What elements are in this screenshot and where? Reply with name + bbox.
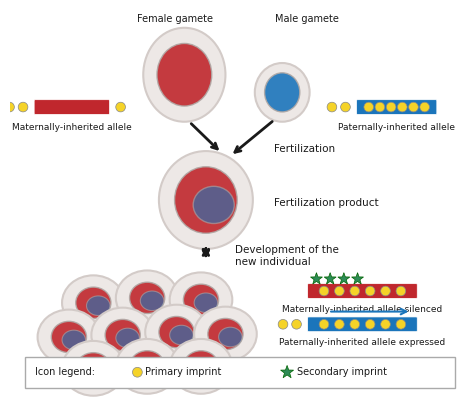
Text: Paternally-inherited allele: Paternally-inherited allele: [338, 123, 455, 132]
Circle shape: [396, 320, 406, 329]
Ellipse shape: [86, 296, 110, 316]
Ellipse shape: [157, 43, 212, 106]
Circle shape: [18, 102, 28, 112]
Circle shape: [365, 286, 375, 296]
Circle shape: [327, 102, 337, 112]
Text: Secondary imprint: Secondary imprint: [297, 367, 387, 377]
Ellipse shape: [194, 360, 218, 379]
Ellipse shape: [62, 330, 85, 350]
Ellipse shape: [116, 328, 139, 348]
Ellipse shape: [183, 351, 219, 382]
Circle shape: [365, 320, 375, 329]
Polygon shape: [281, 365, 293, 378]
Polygon shape: [338, 273, 350, 284]
Ellipse shape: [159, 151, 253, 249]
Ellipse shape: [129, 351, 165, 382]
Ellipse shape: [219, 327, 242, 347]
Circle shape: [319, 320, 329, 329]
Text: Fertilization product: Fertilization product: [274, 198, 379, 208]
Circle shape: [133, 367, 142, 377]
Ellipse shape: [51, 321, 86, 352]
Circle shape: [278, 320, 288, 329]
Ellipse shape: [143, 28, 226, 122]
Text: Icon legend:: Icon legend:: [35, 367, 95, 377]
Ellipse shape: [62, 275, 125, 330]
Ellipse shape: [170, 325, 193, 345]
Text: Maternally-inherited allele: Maternally-inherited allele: [12, 123, 132, 132]
Ellipse shape: [140, 291, 164, 311]
FancyBboxPatch shape: [308, 317, 417, 332]
Circle shape: [409, 102, 419, 112]
Circle shape: [292, 320, 301, 329]
Ellipse shape: [194, 307, 257, 361]
Circle shape: [381, 286, 391, 296]
Ellipse shape: [91, 308, 154, 363]
Circle shape: [381, 320, 391, 329]
Ellipse shape: [140, 360, 164, 379]
Circle shape: [5, 102, 14, 112]
Circle shape: [350, 286, 360, 296]
Ellipse shape: [116, 339, 179, 394]
Circle shape: [335, 320, 344, 329]
Ellipse shape: [264, 73, 300, 112]
Ellipse shape: [116, 270, 179, 325]
Circle shape: [396, 286, 406, 296]
Ellipse shape: [105, 319, 140, 351]
Polygon shape: [324, 273, 336, 284]
Ellipse shape: [174, 167, 237, 233]
Circle shape: [420, 102, 429, 112]
Polygon shape: [352, 273, 364, 284]
Circle shape: [364, 102, 374, 112]
FancyBboxPatch shape: [308, 284, 417, 298]
Ellipse shape: [194, 293, 218, 312]
Text: Male gamete: Male gamete: [275, 14, 338, 24]
Text: Fertilization: Fertilization: [274, 144, 336, 154]
Text: Paternally-inherited allele expressed: Paternally-inherited allele expressed: [279, 338, 446, 347]
Circle shape: [375, 102, 385, 112]
Ellipse shape: [76, 287, 111, 318]
Ellipse shape: [37, 310, 100, 365]
Text: Primary imprint: Primary imprint: [145, 367, 221, 377]
Circle shape: [341, 102, 350, 112]
Ellipse shape: [129, 282, 165, 314]
FancyBboxPatch shape: [356, 100, 437, 114]
Ellipse shape: [86, 361, 110, 381]
Ellipse shape: [193, 186, 234, 223]
Polygon shape: [310, 273, 322, 284]
Ellipse shape: [159, 316, 194, 348]
Ellipse shape: [170, 272, 232, 327]
FancyBboxPatch shape: [34, 100, 109, 114]
Ellipse shape: [255, 63, 310, 122]
Circle shape: [116, 102, 126, 112]
Circle shape: [335, 286, 344, 296]
Circle shape: [398, 102, 407, 112]
Ellipse shape: [145, 305, 208, 360]
Ellipse shape: [208, 318, 243, 350]
Ellipse shape: [76, 352, 111, 384]
Text: Development of the
new individual: Development of the new individual: [235, 245, 339, 267]
Text: Female gamete: Female gamete: [137, 14, 212, 24]
Circle shape: [350, 320, 360, 329]
Circle shape: [319, 286, 329, 296]
Text: Maternally-inherited allele silenced: Maternally-inherited allele silenced: [283, 305, 443, 314]
Ellipse shape: [183, 284, 219, 316]
Circle shape: [386, 102, 396, 112]
Ellipse shape: [170, 339, 232, 394]
FancyBboxPatch shape: [25, 356, 456, 388]
Ellipse shape: [62, 341, 125, 396]
